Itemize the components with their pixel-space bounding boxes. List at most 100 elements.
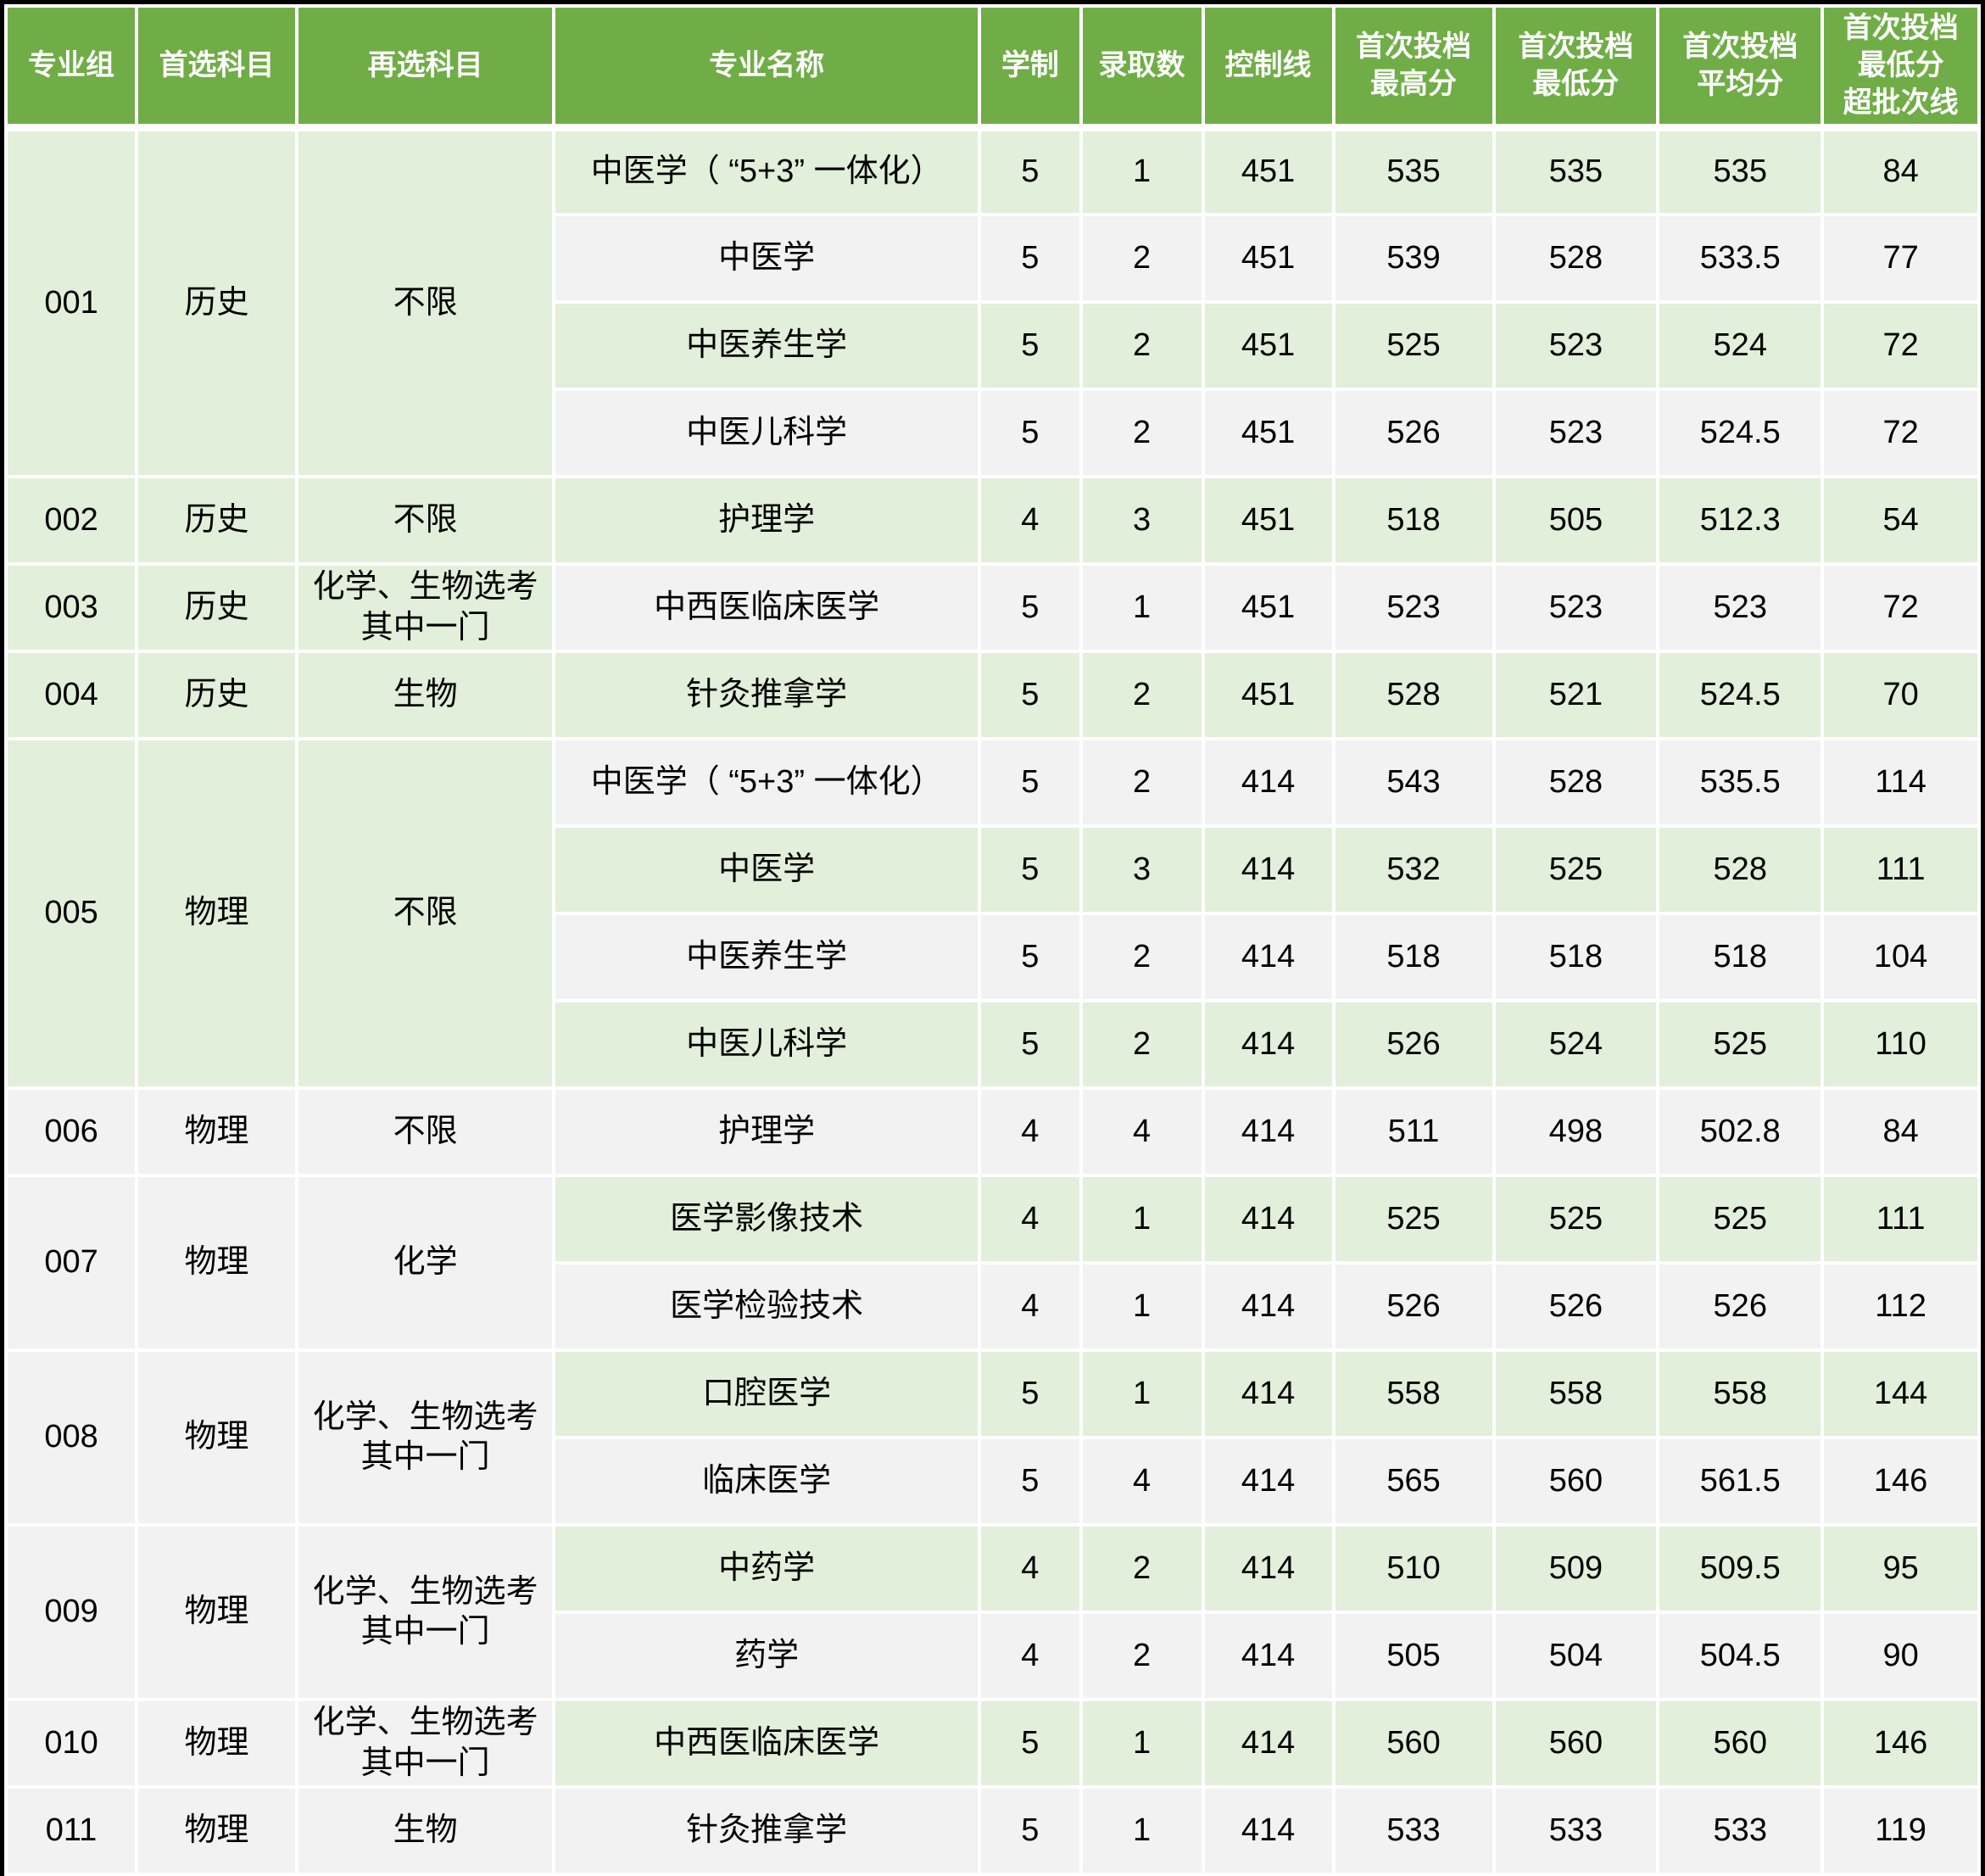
table-row: 008 物理 化学、生物选考 其中一门 口腔医学 5 1 414 558 558 558 144 [3,1348,1981,1527]
cell-admit-count: 1 [1079,1261,1205,1353]
cell-first-max: 535 [1331,126,1496,217]
cell-above-batch-line: 110 [1821,999,1981,1091]
table-row: 001 历史 不限 中医学（ “5+3” 一体化） 5 1 451 535 535 535 84 [3,126,1981,479]
header-row: 专业组 首选科目 再选科目 专业名称 学制 录取数 控制线 首次投档 最高分 首… [3,3,1981,131]
table-row: 004 历史 生物 针灸推拿学 5 2 451 528 521 524.5 70 [3,650,1981,741]
cell-years: 5 [978,562,1083,654]
cell-first-max: 533 [1331,1785,1496,1876]
col-header-control-line: 控制线 [1201,3,1335,131]
cell-group-id: 005 [3,737,139,1091]
cell-years: 5 [978,737,1083,829]
cell-major-name: 医学影像技术 [552,1174,982,1265]
cell-years: 5 [978,300,1083,392]
cell-major-name: 针灸推拿学 [552,1785,982,1876]
cell-first-max: 525 [1331,1174,1496,1265]
cell-above-batch-line: 111 [1821,824,1981,916]
cell-admit-count: 3 [1079,824,1205,916]
cell-above-batch-line: 119 [1821,1785,1981,1876]
cell-major-name: 药学 [552,1611,982,1702]
cell-second-subject: 化学 [294,1174,556,1353]
cell-first-avg: 524 [1656,300,1825,392]
cell-first-avg: 502.8 [1656,1086,1825,1178]
cell-years: 5 [978,912,1083,1003]
cell-years: 4 [978,1523,1083,1615]
cell-control-line: 451 [1201,213,1335,304]
cell-major-name: 针灸推拿学 [552,650,982,741]
cell-first-max: 518 [1331,912,1496,1003]
table-body: 001 历史 不限 中医学（ “5+3” 一体化） 5 1 451 535 535 535 84 中医… [3,126,1981,1876]
cell-years: 4 [978,475,1083,567]
cell-major-name: 中医养生学 [552,912,982,1003]
table-row: 009 物理 化学、生物选考 其中一门 中药学 4 2 414 510 509 509.5 95 [3,1523,1981,1702]
cell-first-min: 518 [1492,912,1660,1003]
cell-second-subject: 化学、生物选考 其中一门 [294,562,556,654]
cell-second-subject: 生物 [294,650,556,741]
cell-first-avg: 558 [1656,1348,1825,1440]
cell-control-line: 414 [1201,1348,1335,1440]
cell-major-name: 医学检验技术 [552,1261,982,1353]
cell-major-name: 中医学 [552,213,982,304]
col-header-above-batch-line: 首次投档 最低分 超批次线 [1821,3,1981,131]
cell-second-subject: 不限 [294,1086,556,1178]
cell-first-subject: 历史 [135,562,298,654]
cell-admit-count: 3 [1079,475,1205,567]
cell-major-name: 临床医学 [552,1436,982,1527]
table-row: 医学检验技术 4 1 414 526 526 526 112 [6,1261,1981,1353]
cell-second-subject: 不限 [294,475,556,567]
cell-control-line: 414 [1201,999,1335,1091]
table-row: 002 历史 不限 护理学 4 3 451 518 505 512.3 54 [3,475,1981,567]
cell-first-min: 523 [1492,300,1660,392]
cell-admit-count: 2 [1079,1611,1205,1702]
cell-first-max: 525 [1331,300,1496,392]
cell-first-subject: 物理 [135,737,298,1091]
cell-first-subject: 物理 [135,1174,298,1353]
cell-admit-count: 4 [1079,1086,1205,1178]
cell-first-avg: 525 [1656,999,1825,1091]
cell-first-min: 533 [1492,1785,1660,1876]
table-row: 011 物理 生物 针灸推拿学 5 1 414 533 533 533 119 [3,1785,1981,1876]
col-header-admit-count: 录取数 [1079,3,1205,131]
cell-above-batch-line: 84 [1821,126,1981,217]
cell-above-batch-line: 112 [1821,1261,1981,1353]
cell-admit-count: 1 [1079,1698,1205,1789]
table-row: 药学 4 2 414 505 504 504.5 90 [6,1611,1981,1702]
cell-major-name: 中西医临床医学 [552,562,982,654]
cell-years: 4 [978,1174,1083,1265]
cell-first-min: 504 [1492,1611,1660,1702]
cell-major-name: 中医儿科学 [552,388,982,479]
cell-major-name: 中医学（ “5+3” 一体化） [552,126,982,217]
cell-first-max: 510 [1331,1523,1496,1615]
cell-first-avg: 535 [1656,126,1825,217]
table-row: 010 物理 化学、生物选考 其中一门 中西医临床医学 5 1 414 560 560 560 14… [3,1698,1981,1789]
cell-first-max: 526 [1331,999,1496,1091]
cell-control-line: 451 [1201,388,1335,479]
cell-first-min: 560 [1492,1698,1660,1789]
cell-first-subject: 物理 [135,1348,298,1527]
cell-group-id: 009 [3,1523,139,1702]
cell-first-max: 543 [1331,737,1496,829]
cell-years: 5 [978,126,1083,217]
cell-first-min: 509 [1492,1523,1660,1615]
cell-control-line: 451 [1201,650,1335,741]
cell-first-avg: 518 [1656,912,1825,1003]
cell-years: 4 [978,1611,1083,1702]
cell-first-min: 498 [1492,1086,1660,1178]
cell-major-name: 护理学 [552,475,982,567]
table-row: 007 物理 化学 医学影像技术 4 1 414 525 525 525 111 [3,1174,1981,1353]
cell-control-line: 414 [1201,1436,1335,1527]
table-row: 中医学 5 2 451 539 528 533.5 77 [6,213,1981,304]
cell-control-line: 414 [1201,1611,1335,1702]
cell-admit-count: 4 [1079,1436,1205,1527]
cell-first-max: 560 [1331,1698,1496,1789]
cell-years: 5 [978,650,1083,741]
cell-first-min: 525 [1492,824,1660,916]
col-header-major-name: 专业名称 [552,3,982,131]
cell-above-batch-line: 146 [1821,1436,1981,1527]
table-row: 中医学 5 3 414 532 525 528 111 [6,824,1981,916]
cell-first-max: 526 [1331,388,1496,479]
col-header-first-subject: 首选科目 [135,3,298,131]
cell-first-avg: 533.5 [1656,213,1825,304]
cell-first-max: 511 [1331,1086,1496,1178]
table-row: 003 历史 化学、生物选考 其中一门 中西医临床医学 5 1 451 523 523 523 72 [3,562,1981,654]
table-row: 中医养生学 5 2 414 518 518 518 104 [6,912,1981,1003]
